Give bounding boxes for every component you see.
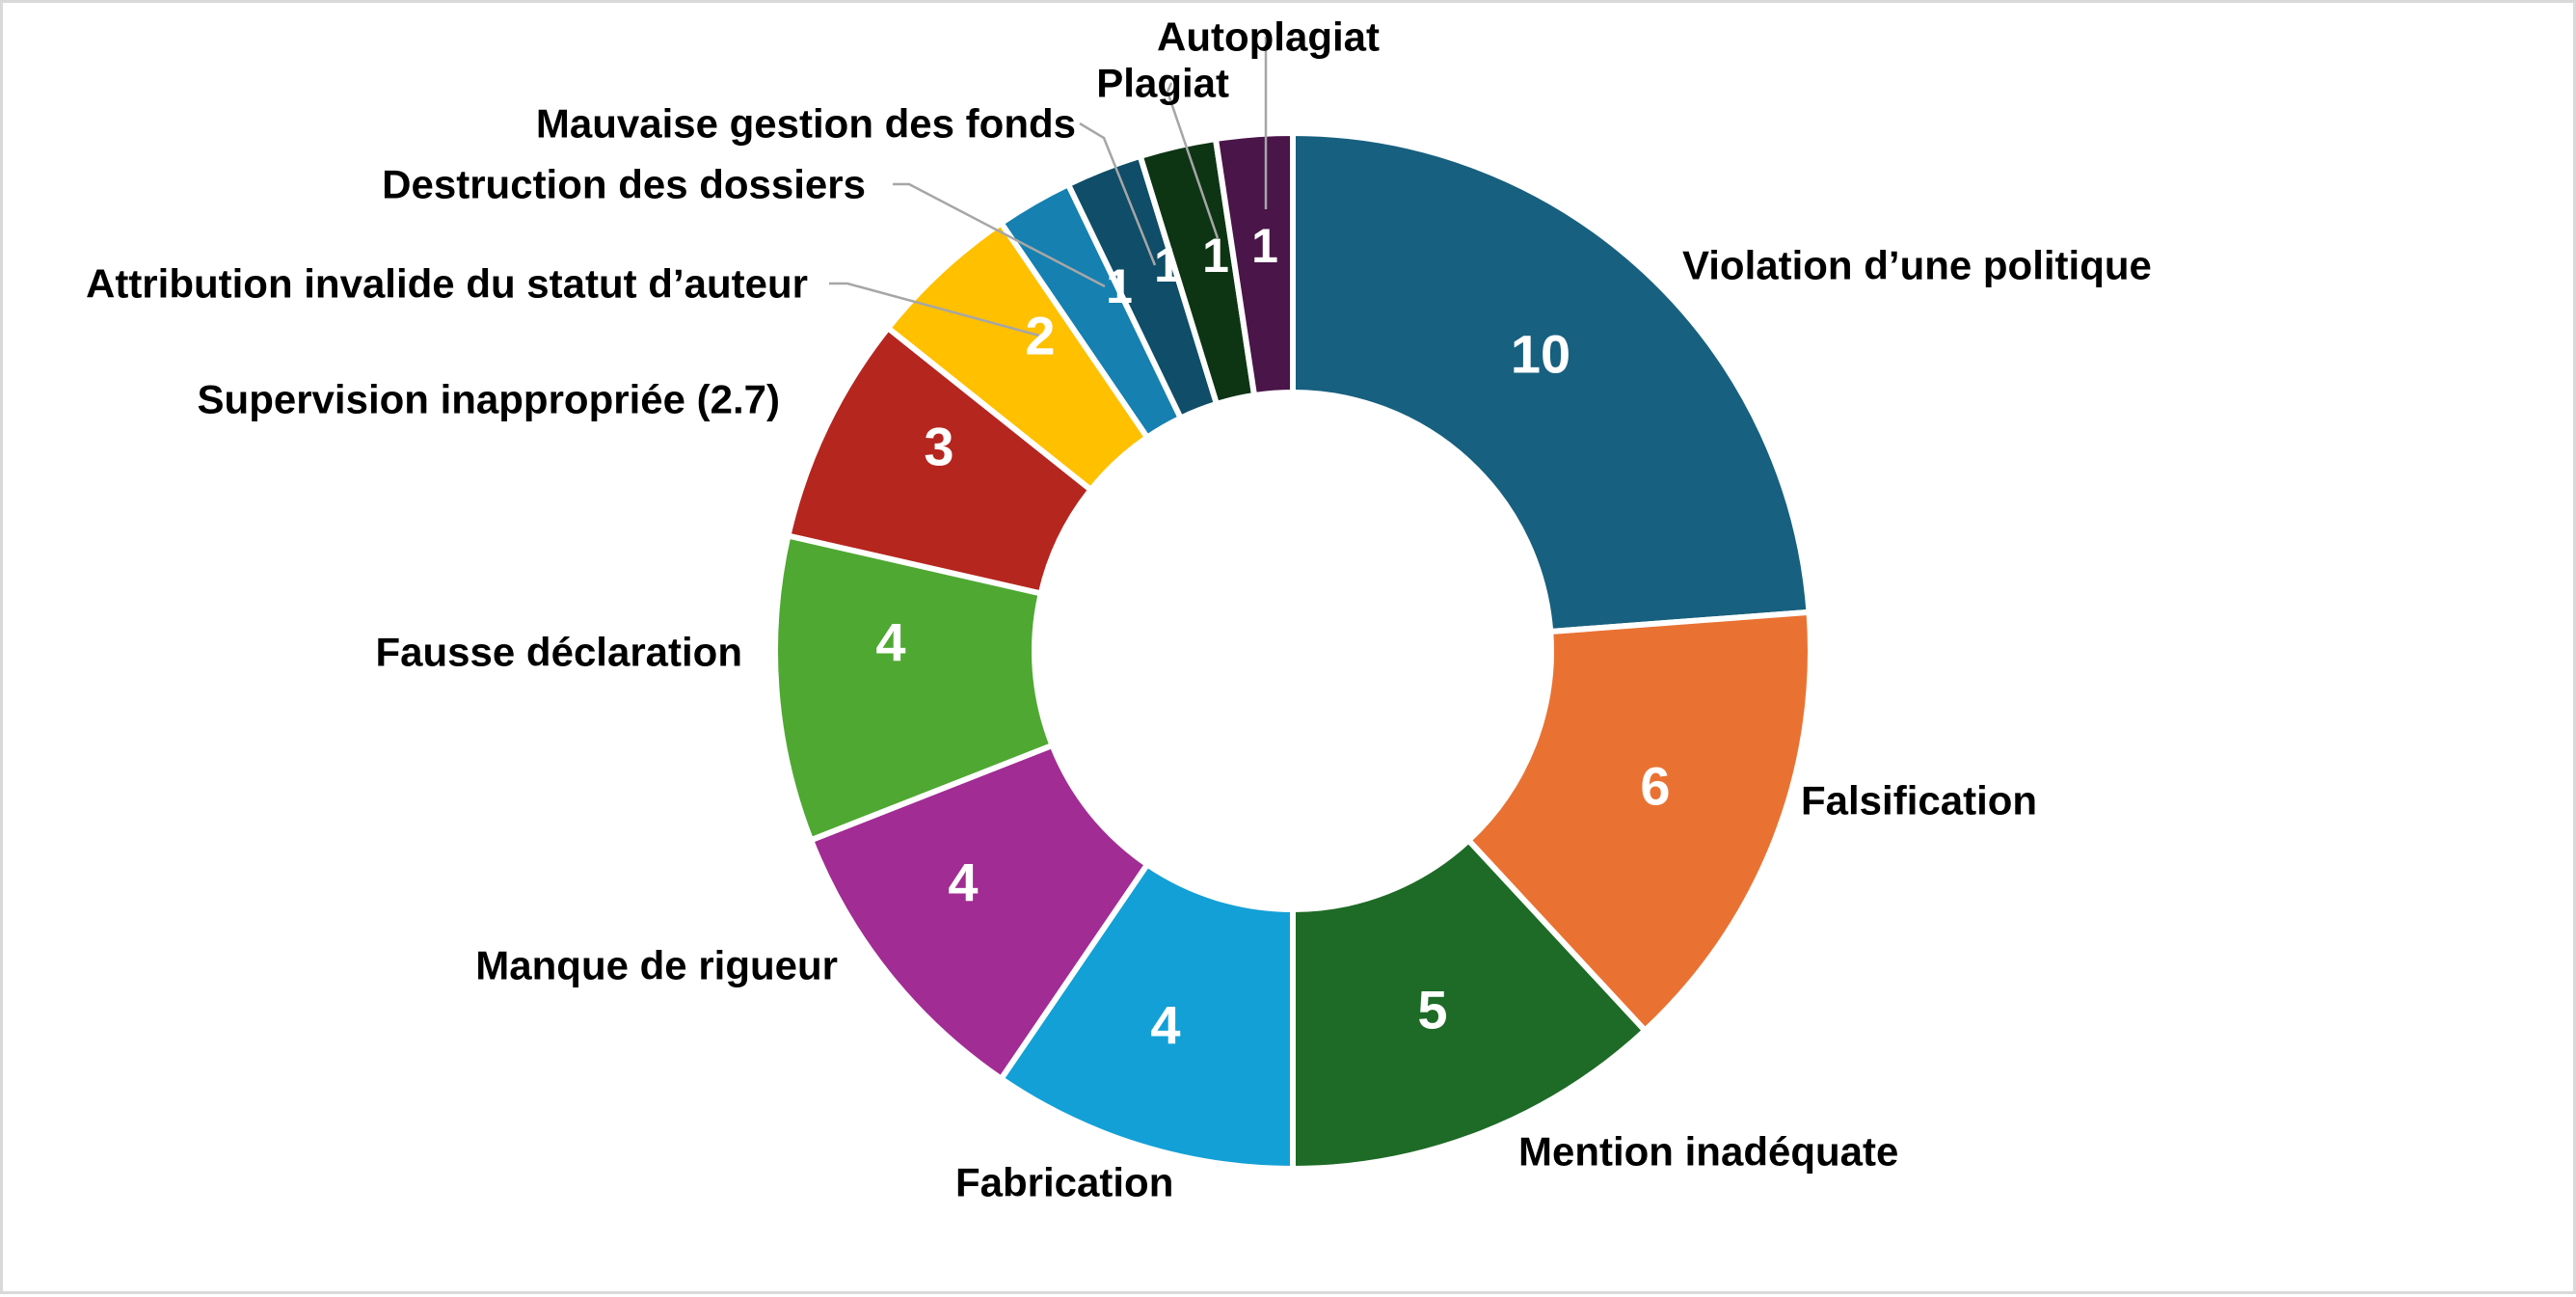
leader-line-mauvaise-gestion-des-fonds: [1079, 122, 1157, 266]
category-labels-layer: Violation d’une politique Falsification Me…: [86, 14, 2152, 1205]
slice-mention-inadequate: [1290, 836, 1650, 1173]
category-label-fausse-declaration: Fausse déclaration: [376, 630, 742, 675]
slices-layer: [772, 129, 1813, 1173]
value-label-falsification: 6: [1640, 756, 1670, 817]
value-label-fabrication: 4: [1150, 995, 1180, 1056]
category-label-supervision-inappropriee-2-7: Supervision inappropriée (2.7): [198, 377, 780, 422]
slice-fausse-declaration: [772, 531, 1057, 845]
value-label-mauvaise-gestion-des-fonds: 1: [1154, 238, 1181, 292]
leader-line-attribution-invalide-du-statut-d-auteur: [829, 282, 1040, 338]
category-label-mauvaise-gestion-des-fonds: Mauvaise gestion des fonds: [536, 101, 1076, 147]
value-label-plagiat: 1: [1202, 229, 1229, 283]
slice-falsification: [1464, 608, 1813, 1035]
value-label-manque-de-rigueur: 4: [948, 852, 978, 913]
slice-fabrication: [997, 860, 1296, 1173]
value-label-violation-d-une-politique: 10: [1511, 324, 1570, 385]
category-label-destruction-des-dossiers: Destruction des dossiers: [382, 162, 866, 207]
category-label-attribution-invalide-du-statut-d-auteur: Attribution invalide du statut d’auteur: [86, 261, 808, 307]
value-label-supervision-inappropriee-2-7: 3: [924, 417, 953, 477]
category-label-falsification: Falsification: [1801, 778, 2037, 824]
leader-line-plagiat: [1166, 82, 1220, 239]
slice-manque-de-rigueur: [807, 742, 1152, 1083]
slice-autoplagiat: [1212, 129, 1296, 399]
category-label-violation-d-une-politique: Violation d’une politique: [1682, 243, 2152, 288]
value-label-fausse-declaration: 4: [875, 612, 905, 673]
value-label-attribution-invalide-du-statut-d-auteur: 2: [1025, 306, 1055, 366]
category-label-autoplagiat: Autoplagiat: [1157, 14, 1380, 60]
category-label-fabrication: Fabrication: [955, 1160, 1173, 1205]
value-label-destruction-des-dossiers: 1: [1106, 259, 1133, 313]
leader-line-destruction-des-dossiers: [893, 182, 1106, 288]
category-label-mention-inadequate: Mention inadéquate: [1518, 1129, 1898, 1175]
value-label-autoplagiat: 1: [1251, 219, 1278, 273]
category-label-manque-de-rigueur: Manque de rigueur: [475, 943, 838, 988]
value-label-mention-inadequate: 5: [1417, 980, 1447, 1040]
leader-lines-layer: [829, 37, 1268, 338]
slice-violation-d-une-politique: [1290, 129, 1812, 635]
category-label-plagiat: Plagiat: [1096, 61, 1229, 106]
